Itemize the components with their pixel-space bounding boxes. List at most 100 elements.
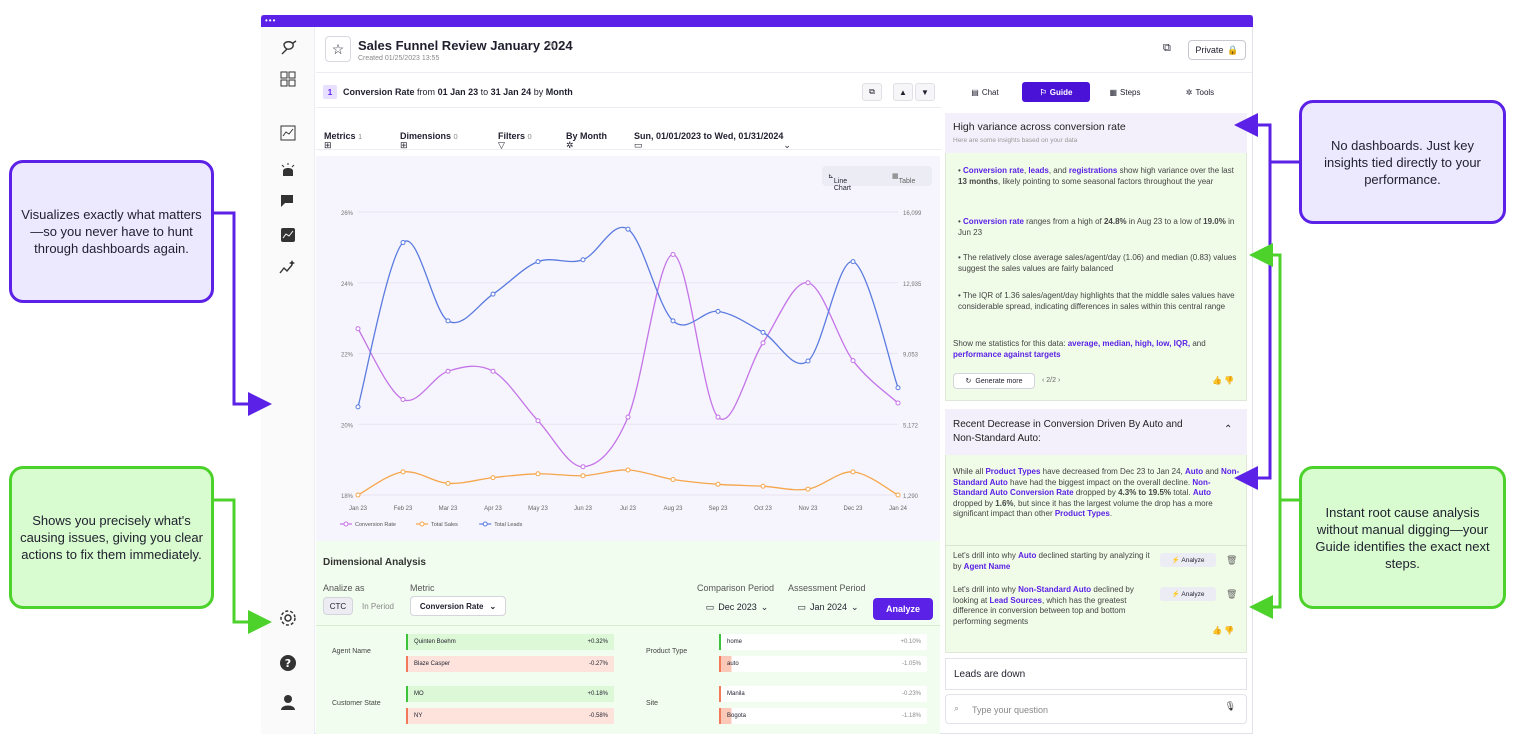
alarm-icon[interactable] — [276, 159, 300, 181]
bird-logo-icon[interactable] — [276, 37, 300, 59]
user-icon[interactable] — [276, 691, 300, 713]
legend-label: Total Leads — [494, 522, 522, 528]
microphone-icon[interactable]: 🎙 — [1224, 701, 1236, 711]
analyze-as-label: Analize as — [323, 583, 365, 593]
settings-icon[interactable] — [276, 607, 300, 629]
dim-bar-bottom[interactable]: NY -0.58% — [406, 708, 614, 724]
y-tick-label: 24% — [341, 282, 354, 288]
insight-card-collapsed[interactable]: Leads are down — [945, 658, 1247, 690]
calendar-icon: ▭ — [797, 601, 806, 612]
analyze-button[interactable]: Analyze — [873, 598, 933, 620]
metric-select[interactable]: Conversion Rate ⌄ — [410, 596, 506, 616]
grid-icon[interactable] — [276, 68, 300, 90]
dimensions-button[interactable]: ⊞ Dimensions 0 — [400, 131, 458, 150]
data-point — [715, 308, 721, 314]
comparison-period-select[interactable]: ▭ Dec 2023 ⌄ — [705, 601, 769, 613]
private-button[interactable]: Private 🔒 — [1188, 40, 1246, 60]
trash-icon[interactable]: 🗑 — [1226, 555, 1238, 565]
chevron-down-icon: ⌄ — [489, 601, 497, 611]
analyze-suggestion-button[interactable]: ⚡ Analyze — [1160, 587, 1216, 601]
steps-icon: ▦ — [1109, 87, 1118, 97]
copy-query-icon[interactable]: ⧉ — [862, 83, 882, 101]
trash-icon[interactable]: 🗑 — [1226, 589, 1238, 599]
dim-bar-bottom[interactable]: auto -1.05% — [719, 656, 927, 672]
collapse-icon[interactable]: ⌃ — [1224, 424, 1233, 435]
y-tick-label: 18% — [341, 494, 354, 500]
in-period-toggle[interactable]: In Period — [361, 601, 395, 611]
x-tick-label: May 23 — [528, 506, 548, 512]
sparkle-trend-icon[interactable] — [276, 256, 300, 278]
tab-chat[interactable]: ▤ Chat — [971, 87, 999, 97]
line-chart-icon[interactable] — [276, 122, 300, 144]
query-index: 1 — [323, 85, 337, 99]
move-down-icon[interactable]: ▼ — [915, 83, 935, 101]
data-point — [580, 473, 586, 479]
tab-guide[interactable]: ⚐ Guide — [1022, 82, 1090, 102]
ask-input[interactable]: ⌕ Type your question 🎙 — [945, 694, 1247, 724]
dim-bar-top[interactable]: MO +0.18% — [406, 686, 614, 702]
created-date: Created 01/25/2023 13:55 — [358, 55, 440, 62]
data-point — [535, 471, 541, 477]
edit-icon[interactable]: ✎ — [548, 40, 556, 50]
thumbs-icon[interactable]: 👍 👎 — [1212, 376, 1235, 385]
data-point — [670, 251, 676, 257]
stats-prompt[interactable]: Show me statistics for this data: averag… — [953, 339, 1206, 359]
data-point — [805, 280, 811, 286]
thumbs-icon[interactable]: 👍 👎 — [1212, 626, 1235, 635]
drill-suggestion: Let's drill into why Non-Standard Auto d… — [953, 585, 1134, 626]
data-point — [805, 358, 811, 364]
metrics-button[interactable]: ⊞ Metrics 1 — [324, 131, 363, 150]
dim-bar-top[interactable]: Manila -0.23% — [719, 686, 927, 702]
pager[interactable]: ‹ 2/2 › — [1042, 377, 1061, 384]
data-point — [805, 486, 811, 492]
favorite-star-icon[interactable]: ☆ — [325, 36, 351, 62]
help-icon[interactable]: ? — [276, 652, 300, 674]
ask-placeholder: Type your question — [972, 705, 1049, 715]
dim-bar-top[interactable]: Quinten Boehm +0.32% — [406, 634, 614, 650]
dim-bar-bottom[interactable]: Blaze Casper -0.27% — [406, 656, 614, 672]
x-tick-label: Feb 23 — [394, 506, 413, 512]
generate-more-button[interactable]: ↻ Generate more — [953, 373, 1035, 389]
insight-body: While all Product Types have decreased f… — [953, 467, 1240, 518]
copy-icon[interactable]: ⧉ — [1163, 42, 1171, 54]
granularity-button[interactable]: ✲ By Month — [566, 131, 607, 150]
tab-steps[interactable]: ▦ Steps — [1109, 87, 1141, 97]
line-chart-tab[interactable]: ⊾ Line Chart — [828, 173, 851, 192]
ctc-toggle[interactable]: CTC — [323, 597, 353, 615]
data-point — [625, 226, 631, 232]
filters-button[interactable]: ▽ Filters 0 — [498, 131, 532, 150]
callout-visualize: Visualizes exactly what matters—so you n… — [9, 160, 214, 303]
chat-icon[interactable] — [276, 190, 300, 212]
group-label-product: Product Type — [646, 648, 688, 655]
data-point — [490, 368, 496, 374]
dim-bar-top[interactable]: home +0.10% — [719, 634, 927, 650]
query-bar — [316, 76, 941, 108]
arrow-connector — [1234, 162, 1272, 490]
svg-text:?: ? — [285, 657, 291, 670]
data-point — [535, 259, 541, 265]
y2-tick-label: 9,053 — [903, 353, 919, 359]
window-dots-icon[interactable]: ••• — [265, 16, 277, 25]
insight-card-header — [945, 409, 1247, 455]
legend-marker — [419, 521, 425, 527]
data-point — [355, 404, 361, 410]
move-up-icon[interactable]: ▲ — [893, 83, 913, 101]
insight-bullet: • Conversion rate ranges from a high of … — [958, 217, 1235, 237]
dim-bar-bottom[interactable]: Bogota -1.18% — [719, 708, 927, 724]
data-point — [895, 385, 901, 391]
data-point — [400, 396, 406, 402]
data-point — [760, 329, 766, 335]
tab-tools[interactable]: ✲ Tools — [1185, 87, 1215, 97]
trend-icon[interactable] — [276, 224, 300, 246]
assessment-period-select[interactable]: ▭ Jan 2024 ⌄ — [797, 601, 859, 613]
date-range-button[interactable]: ▭ Sun, 01/01/2023 to Wed, 01/31/2024 ⌄ — [634, 131, 791, 150]
data-point — [445, 368, 451, 374]
table-tab[interactable]: ▦ Table — [892, 173, 916, 185]
x-tick-label: Dec 23 — [843, 506, 863, 512]
group-label-site: Site — [646, 700, 659, 707]
data-point — [400, 469, 406, 475]
analyze-suggestion-button[interactable]: ⚡ Analyze — [1160, 553, 1216, 567]
x-tick-label: Nov 23 — [798, 506, 818, 512]
chat-icon: ▤ — [971, 87, 979, 97]
